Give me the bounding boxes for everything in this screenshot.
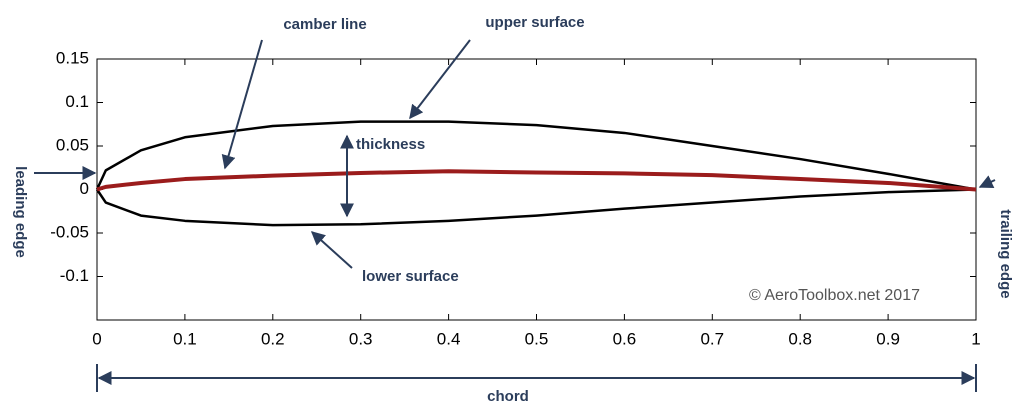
- x-tick-label: 0.8: [788, 329, 812, 348]
- series-line: [95, 120, 977, 191]
- x-tick-label: 0.5: [525, 329, 549, 348]
- annotation: trailing edge: [997, 209, 1014, 298]
- x-tick-label: 0.7: [700, 329, 724, 348]
- y-tick-label: -0.1: [60, 266, 89, 285]
- y-tick-label: -0.05: [50, 222, 89, 241]
- annotation: camber line: [283, 16, 366, 33]
- arrow: [978, 175, 996, 189]
- x-tick-label: 0.2: [261, 329, 285, 348]
- x-tick-label: 0.9: [876, 329, 900, 348]
- copyright: © AeroToolbox.net 2017: [749, 287, 920, 304]
- annotation: chord: [487, 388, 529, 405]
- x-tick-label: 0.4: [437, 329, 461, 348]
- y-tick-label: 0.1: [65, 92, 89, 111]
- series-line: [96, 169, 977, 192]
- annotation: thickness: [356, 136, 425, 153]
- x-tick-label: 0.3: [349, 329, 373, 348]
- annotation: lower surface: [362, 268, 459, 285]
- y-tick-label: 0.05: [56, 135, 89, 154]
- x-tick-label: 0.6: [613, 329, 637, 348]
- arrow: [310, 231, 353, 269]
- series-line: [95, 188, 977, 227]
- arrow: [221, 39, 263, 170]
- marks: 0.15 0.1 0.05 0 -0.05 -0.1 0 0.1 0.2 0.3 0.4 0.5 0.6…: [50, 48, 980, 348]
- plot-frame: [96, 58, 977, 321]
- y-tick-label: 0: [80, 179, 89, 198]
- y-tick-label: 0.15: [56, 48, 89, 67]
- annotation: leading edge: [12, 166, 29, 258]
- arrow: [409, 39, 471, 120]
- x-tick-label: 1: [971, 329, 980, 348]
- x-tick-label: 0.1: [173, 329, 197, 348]
- x-tick-label: 0: [92, 329, 101, 348]
- annotation: upper surface: [485, 14, 584, 31]
